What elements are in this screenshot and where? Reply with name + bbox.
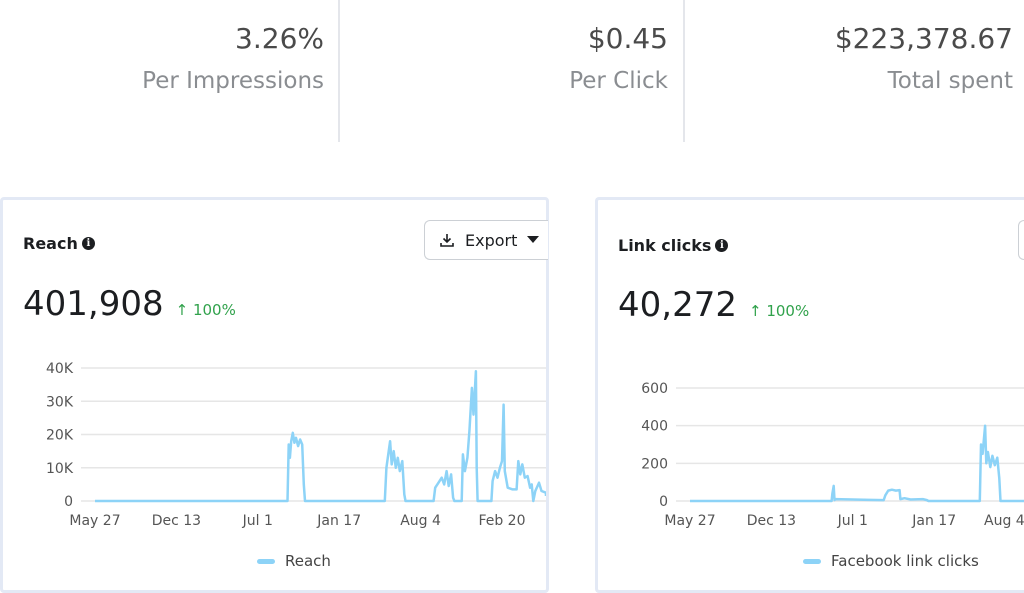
- y-tick-label: 0: [64, 494, 73, 510]
- x-tick-label: Dec 13: [747, 513, 796, 529]
- x-tick-label: May 27: [664, 513, 715, 529]
- divider: [338, 0, 340, 142]
- y-tick-label: 10K: [46, 461, 74, 477]
- export-button[interactable]: Export: [424, 220, 548, 260]
- chart-legend[interactable]: Facebook link clicks: [803, 552, 979, 570]
- arrow-up-icon: ↑: [748, 302, 767, 320]
- card-title: Reach i: [23, 234, 95, 253]
- chart-legend[interactable]: Reach: [257, 552, 331, 570]
- x-tick-label: May 27: [69, 513, 120, 529]
- x-tick-label: Dec 13: [152, 513, 201, 529]
- metric-summary: 401,908 ↑ 100%: [23, 284, 236, 324]
- stat-total-spent: $223,378.67 Total spent: [835, 0, 1013, 96]
- caret-down-icon: [527, 236, 540, 243]
- legend-label: Facebook link clicks: [831, 552, 979, 570]
- divider: [683, 0, 685, 142]
- stat-per-click: $0.45 Per Click: [569, 0, 668, 96]
- x-tick-label: Jan 17: [911, 513, 956, 529]
- legend-swatch: [257, 558, 275, 564]
- info-icon[interactable]: i: [81, 237, 95, 250]
- stat-label: Total spent: [887, 68, 1013, 94]
- arrow-up-icon: ↑: [175, 301, 193, 319]
- y-tick-label: 200: [641, 456, 668, 472]
- export-label: Export: [465, 230, 518, 250]
- link-clicks-card: Link clicks i 40,272 ↑ 100% 0 200 400 600 Ma…: [595, 197, 1024, 593]
- reach-chart: 0 10K 20K 30K 40K May 27 Dec 13 Jul 1 Jan 17 Aug …: [46, 361, 546, 529]
- info-icon[interactable]: i: [715, 239, 729, 252]
- reach-card: Reach i Export 401,908 ↑ 100% 0 10K 20K 30K…: [0, 197, 549, 593]
- stat-per-impressions: 3.26% Per Impressions: [142, 0, 324, 96]
- card-title-text: Reach: [23, 234, 78, 253]
- x-tick-label: Feb 20: [478, 513, 525, 529]
- metric-total: 401,908: [23, 284, 164, 324]
- card-title: Link clicks i: [618, 236, 729, 255]
- metric-change: ↑ 100%: [749, 302, 809, 320]
- series-line: [95, 370, 546, 503]
- stat-value: $223,378.67: [834, 22, 1013, 55]
- series-line: [690, 424, 1024, 503]
- y-tick-label: 600: [641, 381, 668, 397]
- stat-label: Per Impressions: [142, 68, 324, 94]
- x-tick-label: Aug 4: [984, 513, 1024, 529]
- y-tick-label: 0: [659, 494, 668, 510]
- download-icon: [440, 234, 454, 247]
- x-tick-label: Aug 4: [400, 513, 441, 529]
- y-tick-label: 30K: [46, 394, 74, 410]
- stat-value: 3.26%: [235, 22, 324, 55]
- export-button[interactable]: [1018, 220, 1024, 260]
- legend-label: Reach: [285, 552, 331, 570]
- stat-value: $0.45: [587, 22, 668, 55]
- x-tick-label: Jan 17: [316, 513, 361, 529]
- metric-change: ↑ 100%: [176, 301, 236, 319]
- y-tick-label: 400: [641, 419, 668, 435]
- card-title-text: Link clicks: [618, 236, 712, 255]
- change-value: 100%: [766, 302, 810, 320]
- y-tick-label: 40K: [46, 361, 74, 377]
- stat-label: Per Click: [569, 68, 668, 94]
- metric-summary: 40,272 ↑ 100%: [618, 285, 809, 325]
- legend-swatch: [803, 558, 821, 564]
- link-clicks-chart: 0 200 400 600 May 27 Dec 13 Jul 1 Jan 17 Aug 4: [641, 381, 1024, 529]
- metric-total: 40,272: [618, 285, 737, 325]
- x-tick-label: Jul 1: [837, 513, 868, 529]
- change-value: 100%: [192, 301, 236, 319]
- x-tick-label: Jul 1: [242, 513, 273, 529]
- y-tick-label: 20K: [46, 428, 74, 444]
